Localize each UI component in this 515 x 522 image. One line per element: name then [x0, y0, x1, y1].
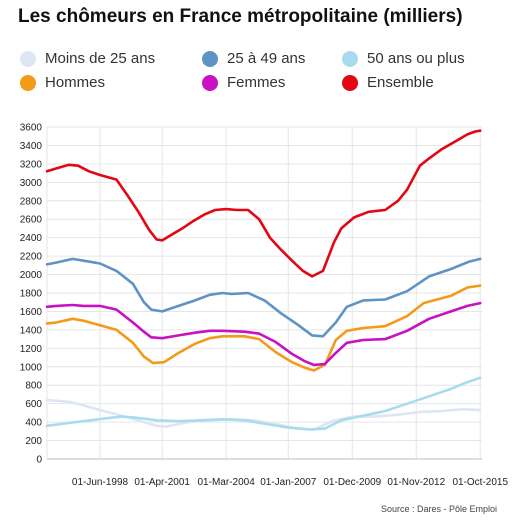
x-tick-label: 01-Dec-2009 [323, 477, 381, 488]
legend-swatch [342, 50, 358, 67]
y-tick-label: 1200 [20, 344, 43, 355]
series-line-50-ans-ou-plus [45, 376, 482, 431]
x-tick-label: 01-Jun-1998 [72, 477, 129, 488]
x-tick-label: 01-Apr-2001 [134, 477, 190, 488]
y-tick-label: 3200 [20, 159, 43, 170]
legend-item-ensemble[interactable]: Ensemble [342, 74, 434, 91]
legend-item-moins-de-25-ans[interactable]: Moins de 25 ans [20, 50, 155, 67]
legend-swatch [342, 74, 358, 91]
y-tick-label: 2800 [20, 196, 43, 207]
y-tick-label: 3000 [20, 178, 43, 189]
y-tick-label: 2600 [20, 215, 43, 226]
legend-label: Moins de 25 ans [45, 50, 156, 67]
legend-label: 25 à 49 ans [227, 50, 306, 67]
y-tick-label: 2400 [20, 233, 43, 244]
chart-title: Les chômeurs en France métropolitaine (m… [18, 6, 463, 27]
legend-swatch [202, 74, 218, 91]
series-line-hommes [45, 284, 482, 372]
legend-label: Ensemble [367, 74, 434, 91]
y-tick-label: 0 [36, 455, 42, 466]
x-tick-label: 01-Mar-2004 [198, 477, 256, 488]
source-note: Source : Dares - Pôle Emploi [380, 504, 497, 514]
series-line-ensemble [45, 129, 482, 278]
y-tick-label: 3400 [20, 141, 43, 152]
y-tick-label: 600 [25, 399, 42, 410]
y-tick-label: 2000 [20, 270, 43, 281]
y-tick-label: 1000 [20, 362, 43, 373]
y-tick-label: 2200 [20, 252, 43, 263]
legend-item-hommes[interactable]: Hommes [20, 74, 105, 91]
series-line-moins-de-25-ans [45, 398, 482, 431]
legend-swatch [20, 50, 36, 67]
legend-item-25-a-49-ans[interactable]: 25 à 49 ans [202, 50, 305, 67]
y-tick-label: 1800 [20, 289, 43, 300]
legend-swatch [20, 74, 36, 91]
y-tick-label: 3600 [20, 123, 43, 134]
y-tick-label: 200 [25, 436, 42, 447]
legend-label: Hommes [45, 74, 106, 91]
y-tick-label: 1400 [20, 325, 43, 336]
x-tick-label: 01-Jan-2007 [260, 477, 317, 488]
legend-label: 50 ans ou plus [367, 50, 465, 67]
y-tick-label: 400 [25, 418, 42, 429]
y-tick-label: 1600 [20, 307, 43, 318]
x-tick-label: 01-Oct-2015 [452, 477, 508, 488]
y-tick-label: 800 [25, 381, 42, 392]
legend-item-femmes[interactable]: Femmes [202, 74, 285, 91]
series-line-femmes [45, 301, 482, 367]
series-line-25-a-49-ans [45, 257, 482, 338]
x-tick-label: 01-Nov-2012 [387, 477, 445, 488]
legend-swatch [202, 50, 218, 67]
legend-label: Femmes [227, 74, 286, 91]
legend-item-50-ans-ou-plus[interactable]: 50 ans ou plus [342, 50, 465, 67]
